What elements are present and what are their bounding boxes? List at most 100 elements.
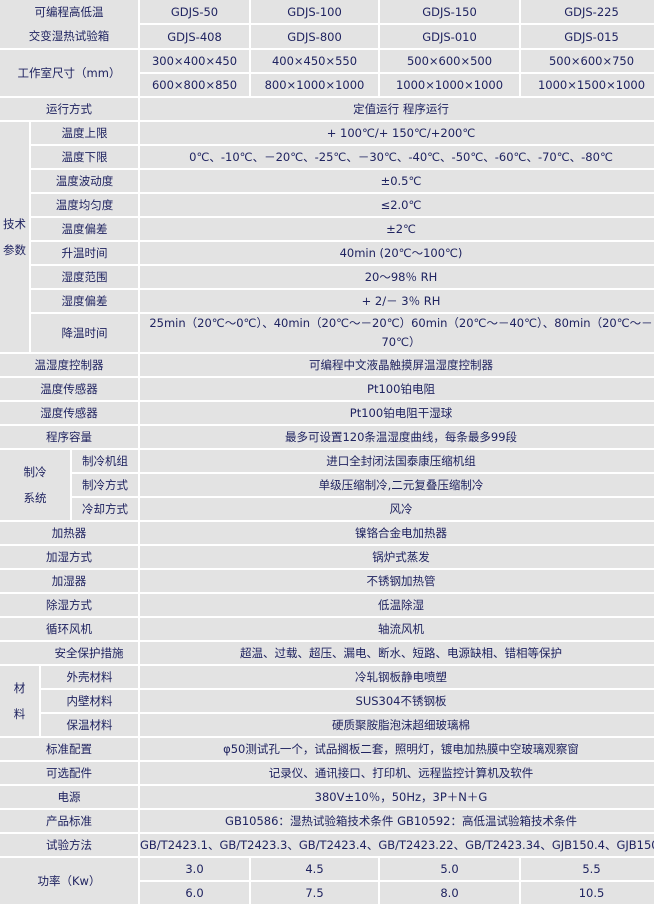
spec-value: ±0.5℃ [140, 170, 654, 192]
spec-label: 温度波动度 [31, 170, 138, 192]
size-value: 500×600×500 [380, 50, 519, 72]
power-value: 6.0 [140, 882, 249, 904]
spec-label: 外壳材料 [41, 666, 138, 688]
spec-value: Pt100铂电阻干湿球 [140, 402, 654, 424]
group-label-text: 料 [13, 707, 26, 721]
spec-label: 电源 [0, 786, 138, 808]
spec-row: 技术 参数 温度上限 + 100℃/+ 150℃/+200℃ [0, 122, 654, 352]
spec-label: 制冷机组 [72, 450, 138, 472]
group-label-text: 系统 [23, 491, 47, 505]
spec-row: 冷却方式 风冷 [0, 498, 654, 520]
spec-value: 单级压缩制冷,二元复叠压缩制冷 [140, 474, 654, 496]
spec-row: 湿度偏差 + 2/－ 3％ RH [0, 290, 654, 312]
spec-label: 加热器 [0, 522, 138, 544]
power-row: 功率（Kw） 3.0 4.5 5.0 5.5 [0, 858, 654, 904]
spec-row: 可选配件 记录仪、通讯接口、打印机、远程监控计算机及软件 [0, 762, 654, 784]
power-value: 10.5 [521, 882, 654, 904]
spec-label: 温度偏差 [31, 218, 138, 240]
spec-value: ±2℃ [140, 218, 654, 240]
spec-row: 温湿度控制器 可编程中文液晶触摸屏温湿度控制器 [0, 354, 654, 376]
model: GDJS-408 [140, 25, 249, 48]
model: GDJS-225 [521, 0, 654, 23]
model: GDJS-100 [251, 0, 378, 23]
spec-label: 可选配件 [0, 762, 138, 784]
model-row: 可编程高低温 交变湿热试验箱 GDJS-50 GDJS-100 GDJS-150 … [0, 0, 654, 48]
spec-label: 升温时间 [31, 242, 138, 264]
power-value: 5.5 [521, 858, 654, 880]
power-value: 3.0 [140, 858, 249, 880]
spec-row: 降温时间 25min（20℃～0℃）、40min（20℃～－20℃）60min（2… [0, 314, 654, 352]
group-label: 技术 参数 [0, 122, 29, 352]
spec-value: 超温、过载、超压、漏电、断水、短路、电源缺相、错相等保护 [140, 642, 654, 664]
size-value: 600×800×850 [140, 74, 249, 96]
size-value: 800×1000×1000 [251, 74, 378, 96]
spec-row: 温度传感器 Pt100铂电阻 [0, 378, 654, 400]
spec-row: 湿度传感器 Pt100铂电阻干湿球 [0, 402, 654, 424]
product-title: 可编程高低温 交变湿热试验箱 [0, 0, 138, 48]
spec-row: 循环风机 轴流风机 [0, 618, 654, 640]
spec-row: 标准配置 φ50测试孔一个，试品搁板二套，照明灯，镀电加热膜中空玻璃观察窗 [0, 738, 654, 760]
spec-value: Pt100铂电阻 [140, 378, 654, 400]
spec-value: 最多可设置120条温湿度曲线，每条最多99段 [140, 426, 654, 448]
spec-row: 保温材料 硬质聚胺脂泡沫超细玻璃棉 [0, 714, 654, 736]
spec-label: 加湿器 [0, 570, 138, 592]
group-label: 制冷 系统 [0, 450, 70, 520]
size-value: 500×600×750 [521, 50, 654, 72]
size-value: 400×450×550 [251, 50, 378, 72]
spec-label: 湿度范围 [31, 266, 138, 288]
spec-row: 湿度范围 20～98％ RH [0, 266, 654, 288]
spec-value: 硬质聚胺脂泡沫超细玻璃棉 [140, 714, 654, 736]
spec-value: 轴流风机 [140, 618, 654, 640]
spec-value: 0℃、-10℃、－20℃、-25℃、－30℃、-40℃、-50℃、-60℃、-7… [140, 146, 654, 168]
spec-row: 加湿器 不锈钢加热管 [0, 570, 654, 592]
operation-label: 运行方式 [0, 98, 138, 120]
group-label: 材料 [0, 666, 39, 736]
group-label-text: 参数 [3, 243, 26, 257]
model: GDJS-800 [251, 25, 378, 48]
power-value: 4.5 [251, 858, 378, 880]
spec-row: 制冷方式 单级压缩制冷,二元复叠压缩制冷 [0, 474, 654, 496]
spec-row: 程序容量 最多可设置120条温湿度曲线，每条最多99段 [0, 426, 654, 448]
spec-value: 记录仪、通讯接口、打印机、远程监控计算机及软件 [140, 762, 654, 784]
spec-label: 湿度偏差 [31, 290, 138, 312]
group-label-text: 技术 [3, 217, 26, 231]
group-label-text: 材 [13, 681, 26, 695]
model: GDJS-50 [140, 0, 249, 23]
spec-row: 产品标准 GB10586：湿热试验箱技术条件 GB10592：高低温试验箱技术条件 [0, 810, 654, 832]
size-value: 300×400×450 [140, 50, 249, 72]
spec-value: 40min (20℃～100℃) [140, 242, 654, 264]
spec-value: 锅炉式蒸发 [140, 546, 654, 568]
spec-label: 湿度传感器 [0, 402, 138, 424]
model-row: GDJS-408 GDJS-800 GDJS-010 GDJS-015 [0, 25, 654, 48]
spec-value: 进口全封闭法国泰康压缩机组 [140, 450, 654, 472]
size-row: 600×800×850 800×1000×1000 1000×1000×1000… [0, 74, 654, 96]
spec-value: 镍铬合金电加热器 [140, 522, 654, 544]
spec-label: 制冷方式 [72, 474, 138, 496]
spec-label: 除湿方式 [0, 594, 138, 616]
spec-label: 内壁材料 [41, 690, 138, 712]
spec-row: 温度均匀度 ≤2.0℃ [0, 194, 654, 216]
spec-label: 安全保护措施 [0, 642, 138, 664]
size-value: 1000×1000×1000 [380, 74, 519, 96]
spec-value: ≤2.0℃ [140, 194, 654, 216]
spec-row: 加湿方式 锅炉式蒸发 [0, 546, 654, 568]
spec-label: 温度均匀度 [31, 194, 138, 216]
size-row: 工作室尺寸（mm） 300×400×450 400×450×550 500×60… [0, 50, 654, 96]
spec-value: GB/T2423.1、GB/T2423.3、GB/T2423.4、GB/T242… [140, 834, 654, 856]
spec-row: 电源 380V±10％，50Hz，3P＋N＋G [0, 786, 654, 808]
power-value: 7.5 [251, 882, 378, 904]
spec-label: 温度传感器 [0, 378, 138, 400]
power-row: 6.0 7.5 8.0 10.5 [0, 882, 654, 904]
power-value: 5.0 [380, 858, 519, 880]
operation-row: 运行方式 定值运行 程序运行 [0, 98, 654, 120]
model: GDJS-010 [380, 25, 519, 48]
spec-value: GB10586：湿热试验箱技术条件 GB10592：高低温试验箱技术条件 [140, 810, 654, 832]
spec-value: φ50测试孔一个，试品搁板二套，照明灯，镀电加热膜中空玻璃观察窗 [140, 738, 654, 760]
spec-value: 可编程中文液晶触摸屏温湿度控制器 [140, 354, 654, 376]
spec-label: 冷却方式 [72, 498, 138, 520]
spec-row: 加热器 镍铬合金电加热器 [0, 522, 654, 544]
spec-label: 试验方法 [0, 834, 138, 856]
spec-label: 降温时间 [31, 314, 138, 352]
spec-label: 加湿方式 [0, 546, 138, 568]
